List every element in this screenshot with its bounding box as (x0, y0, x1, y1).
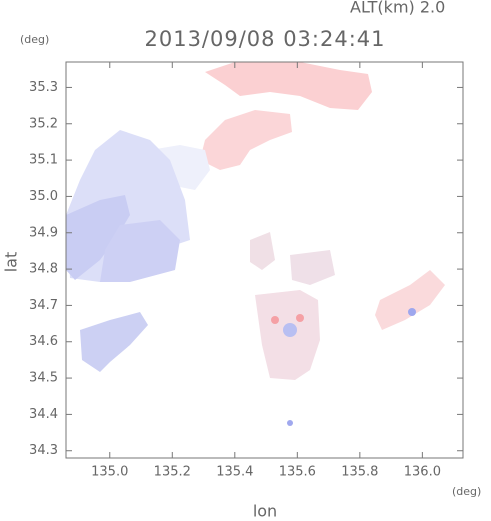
y-tick-label: 35.1 (29, 153, 58, 168)
x-unit: (deg) (452, 485, 481, 498)
y-tick-label: 34.9 (29, 225, 58, 240)
echo (375, 270, 445, 330)
x-tick-label: 135.8 (341, 465, 378, 480)
y-tick-label: 34.6 (29, 334, 58, 349)
echo (250, 232, 275, 270)
x-tick-label: 136.0 (404, 465, 441, 480)
plot-frame (65, 61, 464, 459)
y-tick-label: 34.3 (29, 443, 58, 458)
x-axis-label: lon (253, 502, 277, 521)
radar-echoes (66, 62, 445, 426)
annotation: ALT(km) 2.0 (350, 0, 445, 17)
echo (100, 220, 180, 282)
echo (200, 110, 292, 170)
x-tick-label: 135.2 (154, 465, 191, 480)
y-tick-label: 35.2 (29, 116, 58, 131)
x-tick-label: 135.4 (216, 465, 253, 480)
y-tick-label: 35.3 (29, 80, 58, 95)
echo (296, 314, 304, 322)
y-tick-label: 34.7 (29, 298, 58, 313)
y-tick-label: 34.4 (29, 407, 58, 422)
echo (287, 420, 293, 426)
echo (283, 323, 297, 337)
chart-title: 2013/09/08 03:24:41 (144, 27, 385, 51)
echo (271, 316, 279, 324)
echo (80, 312, 148, 372)
echo (408, 308, 416, 316)
echo (66, 195, 130, 280)
x-tick-label: 135.6 (279, 465, 316, 480)
y-unit: (deg) (20, 33, 49, 46)
echo (290, 250, 335, 285)
y-axis-label: lat (2, 252, 21, 273)
y-tick-label: 35.0 (29, 189, 58, 204)
y-tick-label: 34.8 (29, 262, 58, 277)
y-tick-label: 34.5 (29, 371, 58, 386)
echo (205, 62, 372, 110)
x-tick-label: 135.0 (91, 465, 128, 480)
